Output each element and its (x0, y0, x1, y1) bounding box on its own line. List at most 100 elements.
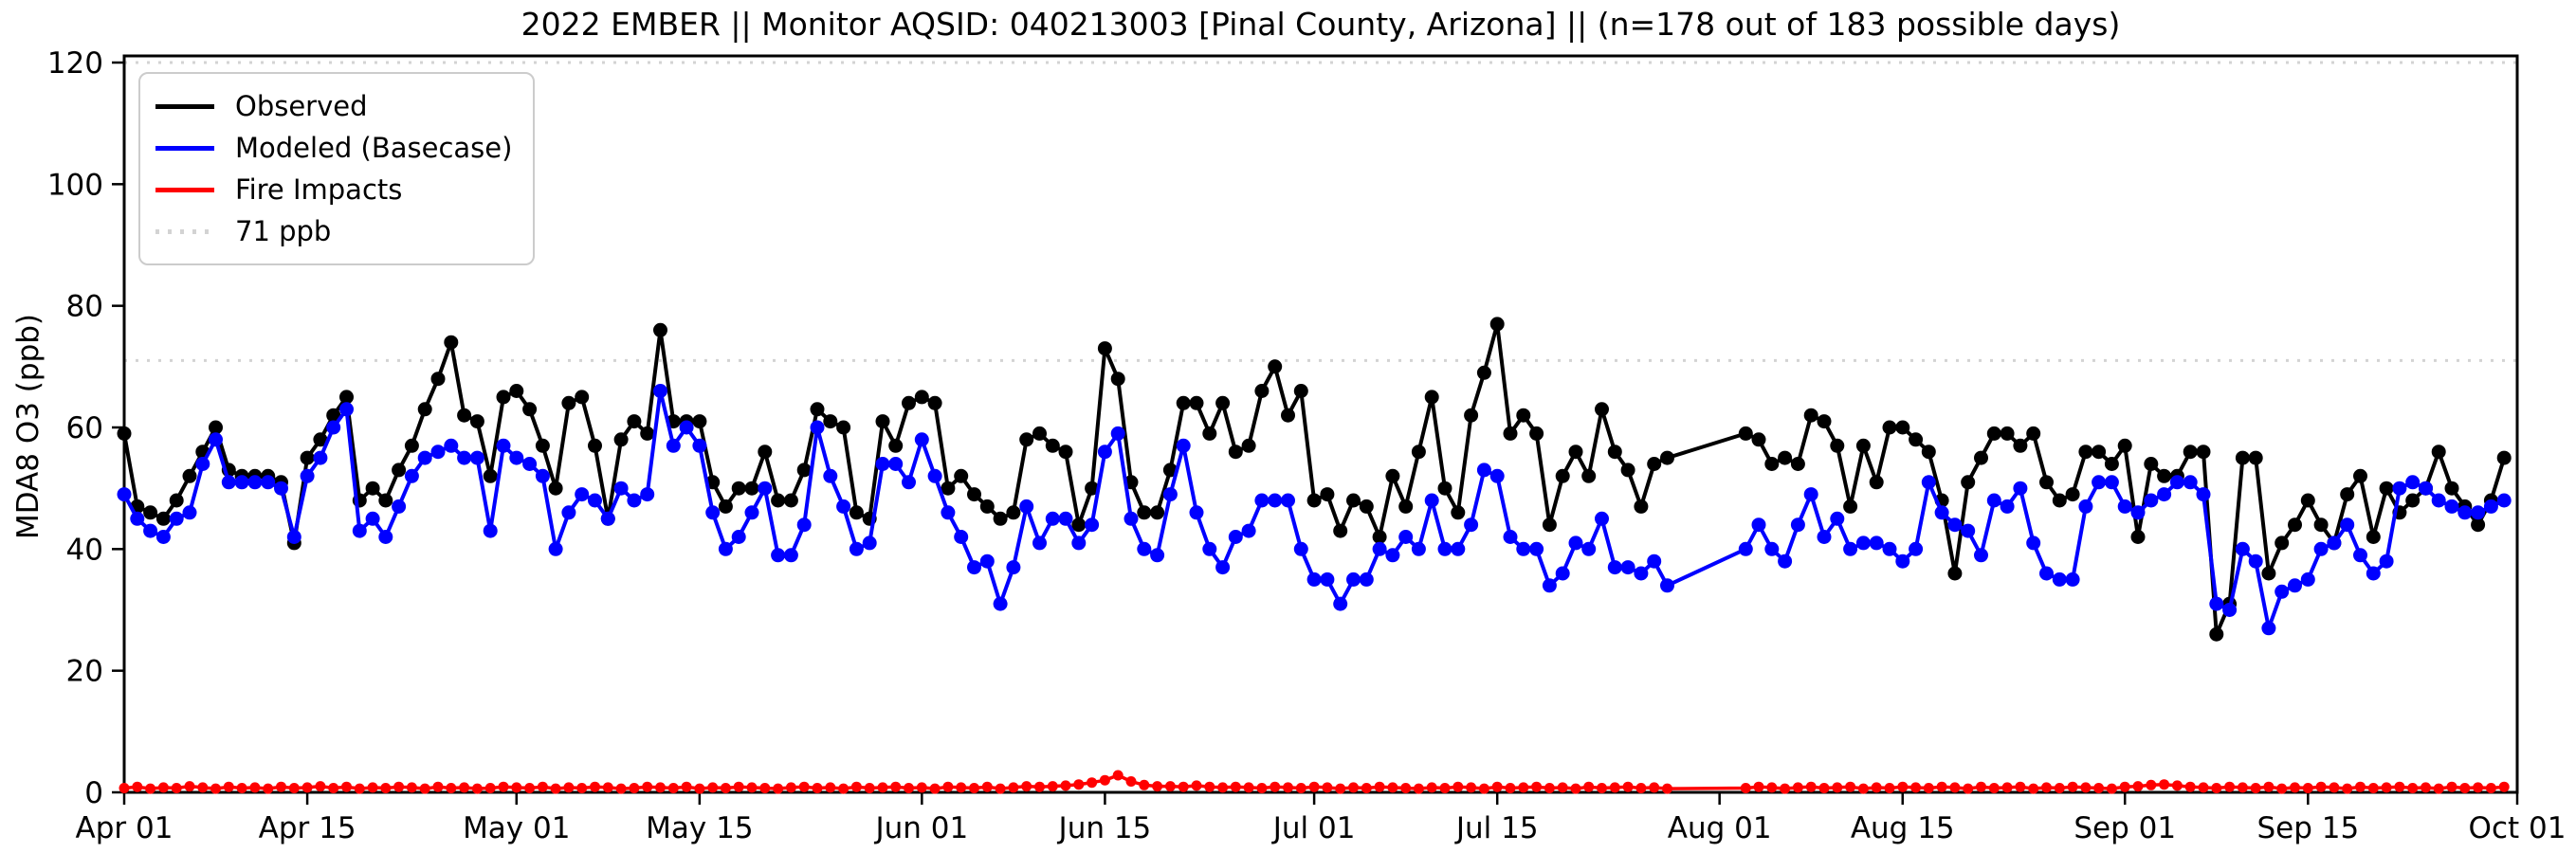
x-tick-label: Apr 01 (76, 811, 174, 845)
series-marker-modeled-basecase- (1202, 541, 1217, 556)
series-marker-fire-impacts (1191, 780, 1202, 791)
series-marker-modeled-basecase- (613, 481, 629, 496)
series-marker-observed (1895, 420, 1910, 435)
series-marker-observed (444, 335, 459, 350)
series-marker-modeled-basecase- (927, 468, 942, 483)
series-marker-observed (1019, 432, 1034, 447)
legend-item-modeled-basecase-: Modeled (Basecase) (155, 127, 512, 169)
series-marker-modeled-basecase- (993, 596, 1008, 611)
series-marker-observed (1306, 493, 1322, 508)
series-marker-observed (1542, 517, 1557, 533)
series-marker-fire-impacts (315, 781, 326, 792)
series-marker-fire-impacts (1518, 782, 1529, 793)
series-marker-fire-impacts (301, 782, 313, 793)
series-marker-modeled-basecase- (548, 541, 563, 556)
series-marker-modeled-basecase- (286, 530, 301, 544)
series-marker-modeled-basecase- (744, 505, 759, 520)
series-marker-observed (2065, 487, 2080, 502)
series-marker-modeled-basecase- (2379, 554, 2394, 569)
series-marker-fire-impacts (563, 782, 575, 793)
series-marker-fire-impacts (2485, 783, 2496, 793)
series-marker-fire-impacts (1805, 781, 1817, 792)
series-marker-modeled-basecase- (2052, 572, 2067, 587)
series-marker-observed (927, 395, 942, 410)
series-marker-observed (771, 493, 786, 508)
series-marker-modeled-basecase- (1372, 541, 1387, 556)
series-marker-observed (2157, 468, 2172, 483)
series-marker-fire-impacts (380, 783, 392, 793)
series-marker-fire-impacts (1963, 783, 1974, 794)
series-marker-observed (1058, 445, 1073, 460)
series-marker-fire-impacts (942, 781, 954, 792)
series-marker-modeled-basecase- (718, 541, 733, 556)
series-marker-fire-impacts (2407, 783, 2419, 793)
series-marker-modeled-basecase- (2000, 499, 2015, 514)
series-marker-observed (2366, 530, 2381, 544)
series-marker-modeled-basecase- (1843, 541, 1858, 556)
series-marker-modeled-basecase- (247, 475, 263, 490)
series-marker-modeled-basecase- (1137, 541, 1152, 556)
series-marker-observed (2144, 457, 2159, 471)
series-marker-modeled-basecase- (2013, 481, 2028, 496)
series-marker-modeled-basecase- (2209, 596, 2224, 611)
series-marker-fire-impacts (1570, 783, 1581, 794)
series-marker-fire-impacts (1178, 781, 1189, 792)
series-marker-modeled-basecase- (1281, 493, 1295, 508)
series-marker-fire-impacts (2106, 783, 2117, 794)
series-marker-fire-impacts (995, 783, 1006, 794)
series-marker-observed (2340, 487, 2355, 502)
series-marker-observed (1764, 457, 1780, 471)
series-marker-modeled-basecase- (143, 523, 158, 538)
series-marker-modeled-basecase- (1790, 517, 1805, 533)
series-marker-fire-impacts (419, 783, 430, 794)
series-marker-modeled-basecase- (457, 450, 472, 465)
series-marker-observed (1346, 493, 1361, 508)
series-marker-modeled-basecase- (1150, 548, 1165, 563)
series-marker-modeled-basecase- (1503, 530, 1518, 544)
series-marker-fire-impacts (746, 782, 758, 793)
series-marker-modeled-basecase- (1961, 523, 1976, 538)
series-marker-observed (954, 468, 969, 483)
series-marker-fire-impacts (1988, 783, 2000, 793)
series-marker-modeled-basecase- (2039, 566, 2054, 581)
series-marker-observed (967, 487, 981, 502)
series-line-fire-impacts (123, 773, 2505, 790)
series-marker-modeled-basecase- (1921, 475, 1936, 490)
series-marker-fire-impacts (812, 783, 823, 793)
series-marker-modeled-basecase- (862, 535, 877, 551)
series-marker-observed (1778, 450, 1793, 465)
chart-title: 2022 EMBER || Monitor AQSID: 040213003 [… (521, 6, 2121, 43)
series-marker-fire-impacts (341, 781, 352, 792)
series-marker-observed (849, 505, 864, 520)
series-marker-observed (1581, 468, 1597, 483)
series-marker-modeled-basecase- (2444, 499, 2459, 514)
series-marker-fire-impacts (393, 781, 405, 792)
series-marker-fire-impacts (1308, 781, 1320, 792)
series-marker-fire-impacts (1910, 782, 1922, 793)
x-tick-label: Jun 15 (1057, 811, 1152, 845)
series-marker-fire-impacts (2184, 781, 2196, 792)
series-marker-modeled-basecase- (1607, 560, 1622, 575)
series-marker-observed (522, 402, 538, 417)
series-marker-modeled-basecase- (2405, 475, 2421, 490)
series-marker-modeled-basecase- (1647, 554, 1662, 569)
series-marker-observed (1555, 468, 1570, 483)
series-marker-observed (1110, 372, 1125, 387)
series-marker-modeled-basecase- (2340, 517, 2355, 533)
series-marker-fire-impacts (1270, 781, 1281, 792)
series-marker-modeled-basecase- (1660, 578, 1674, 593)
series-marker-modeled-basecase- (1006, 560, 1021, 575)
series-marker-modeled-basecase- (1045, 511, 1060, 526)
series-marker-fire-impacts (2459, 783, 2471, 793)
series-marker-observed (1359, 499, 1374, 514)
y-tick-label: 80 (66, 290, 103, 324)
series-marker-fire-impacts (1478, 783, 1489, 794)
series-marker-modeled-basecase- (2144, 493, 2159, 508)
series-marker-modeled-basecase- (2419, 481, 2433, 496)
series-marker-fire-impacts (2315, 781, 2327, 792)
series-marker-fire-impacts (1426, 782, 1437, 793)
series-marker-fire-impacts (1400, 783, 1412, 793)
series-marker-fire-impacts (1073, 779, 1085, 790)
series-marker-fire-impacts (1283, 782, 1293, 793)
series-marker-modeled-basecase- (1268, 493, 1283, 508)
